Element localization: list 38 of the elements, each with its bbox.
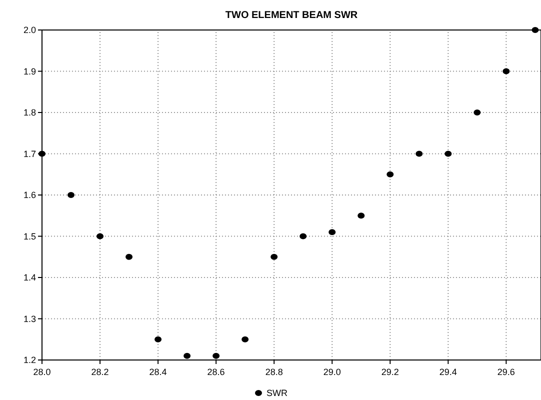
x-tick-label: 29.2 xyxy=(381,367,399,377)
point xyxy=(328,229,336,236)
y-tick-label: 1.8 xyxy=(23,108,36,118)
y-tick-label: 1.2 xyxy=(23,355,36,365)
point xyxy=(154,336,162,342)
point xyxy=(126,254,133,260)
y-tick-label: 1.4 xyxy=(23,272,36,282)
y-tick-label: 1.9 xyxy=(23,66,36,76)
x-tick-label: 28.2 xyxy=(91,367,109,377)
x-tick-label: 29.6 xyxy=(497,367,515,377)
chart-title: TWO ELEMENT BEAM SWR xyxy=(225,10,358,21)
x-tick-label: 28.0 xyxy=(33,367,51,377)
y-tick-label: 1.7 xyxy=(23,148,36,159)
point xyxy=(416,150,423,157)
x-tick-label: 28.6 xyxy=(207,367,225,377)
point xyxy=(444,150,452,157)
x-tick-label: 28.8 xyxy=(265,367,283,377)
y-tick-label: 1.6 xyxy=(23,190,36,200)
y-tick-label: 2.0 xyxy=(23,25,36,35)
point xyxy=(270,254,278,260)
point xyxy=(532,27,539,33)
point xyxy=(68,192,75,198)
point xyxy=(212,352,220,359)
point xyxy=(474,110,481,116)
point xyxy=(96,233,104,240)
y-tick-label: 1.3 xyxy=(23,314,36,324)
point xyxy=(300,233,307,240)
x-tick-label: 28.4 xyxy=(149,367,167,377)
x-tick-label: 29.0 xyxy=(323,367,341,377)
point xyxy=(38,150,46,157)
y-tick-label: 1.5 xyxy=(23,231,36,242)
point xyxy=(502,68,510,74)
point xyxy=(242,336,249,342)
legend-label: SWR xyxy=(266,388,288,398)
x-tick-label: 29.4 xyxy=(439,367,457,377)
point xyxy=(184,352,191,359)
point xyxy=(358,212,365,219)
point xyxy=(386,171,394,178)
